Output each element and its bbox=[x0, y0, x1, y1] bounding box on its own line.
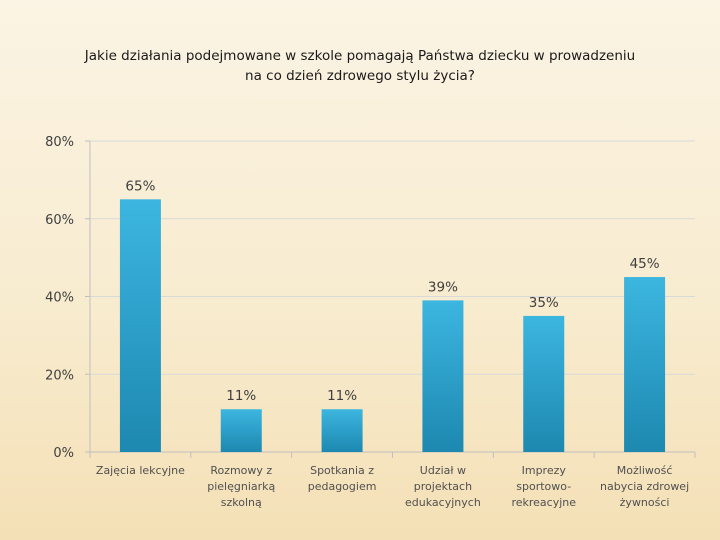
x-tick-label: edukacyjnych bbox=[405, 496, 481, 509]
x-tick-label: Spotkania z bbox=[310, 464, 374, 477]
x-tick-label: Imprezy bbox=[522, 464, 567, 477]
x-tick-label: Udział w bbox=[420, 464, 466, 477]
x-tick-label: żywności bbox=[620, 496, 670, 509]
bar bbox=[624, 277, 666, 452]
data-label: 35% bbox=[529, 295, 559, 311]
x-tick-label: Zajęcia lekcyjne bbox=[96, 464, 185, 477]
x-tick-label: szkolną bbox=[221, 496, 262, 509]
data-label: 45% bbox=[630, 256, 660, 272]
y-tick-label: 80% bbox=[45, 135, 74, 150]
x-tick-label: pielęgniarką bbox=[207, 480, 275, 493]
x-tick-label: Możliwość bbox=[617, 464, 673, 477]
labels: 0% 20% 40% 60% 80% 65% Zajęcia lekcyjne 11% Rozm… bbox=[45, 135, 689, 509]
bar bbox=[119, 199, 161, 452]
x-tick-label: sportowo- bbox=[516, 480, 571, 493]
y-tick-label: 20% bbox=[45, 368, 74, 383]
data-label: 39% bbox=[428, 279, 458, 295]
gridlines bbox=[90, 140, 695, 375]
x-tick-label: Rozmowy z bbox=[210, 464, 272, 477]
data-label: 11% bbox=[327, 388, 357, 404]
x-tick-label: nabycia zdrowej bbox=[600, 480, 689, 493]
x-tick-label: rekreacyjne bbox=[511, 496, 576, 509]
chart-title-line-2: na co dzień zdrowego stylu życia? bbox=[245, 68, 475, 84]
chart-title-line-1: Jakie działania podejmowane w szkole pom… bbox=[84, 48, 636, 64]
bar bbox=[321, 409, 363, 452]
bar bbox=[523, 315, 565, 452]
bar bbox=[220, 409, 262, 452]
data-label: 65% bbox=[125, 178, 155, 194]
x-tick-label: pedagogiem bbox=[308, 480, 377, 493]
bar bbox=[422, 300, 464, 452]
y-tick-label: 40% bbox=[45, 291, 74, 306]
chart-title: Jakie działania podejmowane w szkole pom… bbox=[40, 46, 680, 86]
data-label: 11% bbox=[226, 388, 256, 404]
axes bbox=[85, 140, 696, 458]
y-tick-label: 60% bbox=[45, 213, 74, 228]
bars bbox=[119, 199, 666, 452]
x-tick-label: projektach bbox=[414, 480, 472, 493]
y-tick-label: 0% bbox=[53, 446, 74, 461]
